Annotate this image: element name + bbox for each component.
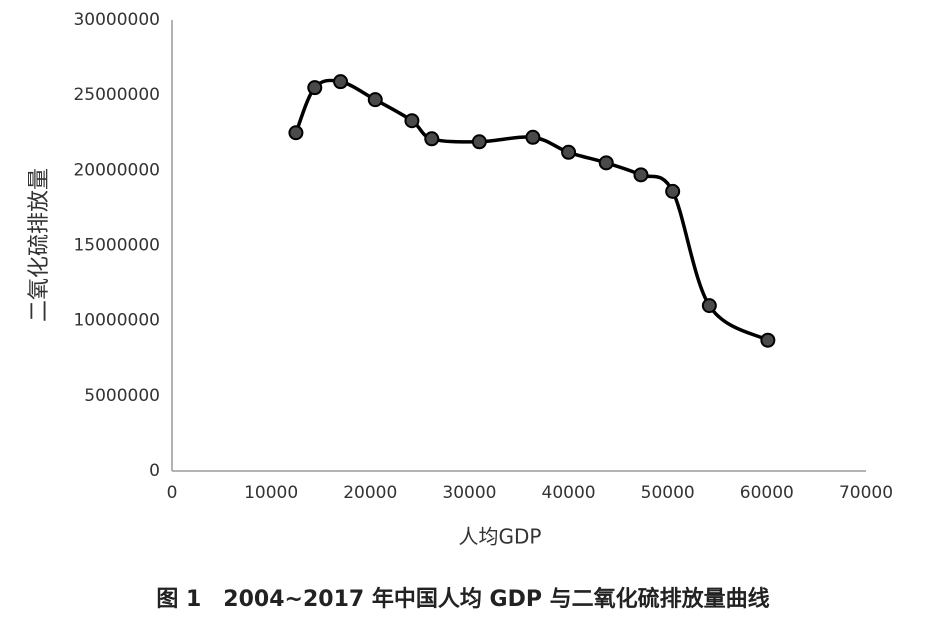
point [561, 144, 577, 160]
point [333, 74, 349, 90]
y-tick-label: 20000000 [73, 160, 160, 180]
x-tick-label: 10000 [244, 483, 298, 503]
point [701, 298, 717, 314]
y-tick-label: 5000000 [84, 386, 160, 406]
y-axis-label: 二氧化硫排放量 [27, 168, 52, 322]
point [367, 92, 383, 108]
point [424, 131, 440, 147]
x-tick-label: 40000 [542, 483, 596, 503]
point [633, 167, 649, 183]
y-tick-label: 0 [149, 461, 160, 481]
y-tick-label: 10000000 [73, 311, 160, 331]
x-tick-label: 0 [167, 483, 178, 503]
point [665, 183, 681, 199]
x-axis-label: 人均GDP [459, 525, 542, 549]
caption: 图 1 2004~2017 年中国人均 GDP 与二氧化硫排放量曲线 [156, 586, 769, 612]
point [288, 125, 304, 141]
x-tick-label: 60000 [740, 483, 794, 503]
y-tick-label: 15000000 [73, 236, 160, 256]
x-tick-label: 70000 [839, 483, 893, 503]
y-tick-label: 30000000 [73, 10, 160, 30]
x-tick-label: 20000 [343, 483, 397, 503]
point [525, 129, 541, 145]
y-tick-label: 25000000 [73, 85, 160, 105]
point [598, 155, 614, 171]
point [760, 332, 776, 348]
point [471, 134, 487, 150]
line [294, 78, 769, 342]
point [307, 80, 323, 96]
x-tick-label: 30000 [442, 483, 496, 503]
x-tick-label: 50000 [641, 483, 695, 503]
point [404, 113, 420, 129]
